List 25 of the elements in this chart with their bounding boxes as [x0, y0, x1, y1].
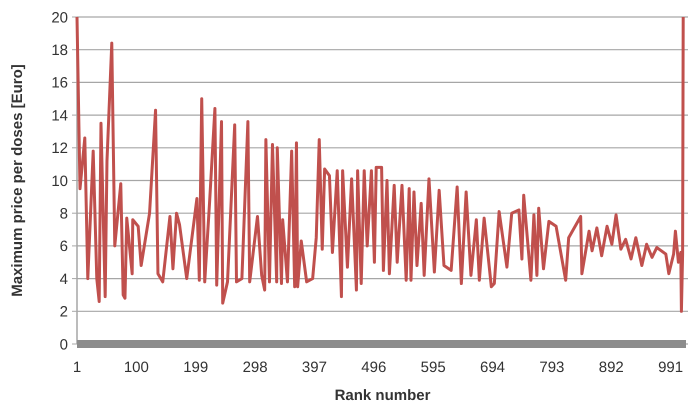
y-tick-label: 20: [51, 9, 68, 26]
y-axis-title: Maximum price per doses [Euro]: [9, 64, 26, 297]
y-tick-label: 0: [60, 336, 68, 354]
x-tick-label: 496: [361, 359, 386, 376]
x-axis-title: Rank number: [334, 387, 431, 404]
y-tick-label: 14: [51, 107, 68, 124]
x-tick-label: 892: [598, 359, 624, 376]
x-tick-label: 298: [242, 359, 268, 376]
y-tick-label: 12: [51, 140, 68, 158]
y-tick-label: 10: [51, 172, 68, 190]
x-tick-label: 199: [183, 359, 208, 376]
x-tick-label: 694: [480, 359, 506, 376]
x-tick-label: 595: [420, 359, 446, 376]
y-tick-label: 16: [51, 74, 68, 92]
y-tick-label: 4: [60, 270, 68, 288]
y-tick-label: 18: [51, 42, 68, 59]
y-tick-label: 8: [60, 205, 68, 222]
y-tick-label: 2: [60, 304, 68, 321]
x-tick-label: 793: [539, 359, 564, 376]
y-tick-label: 6: [60, 238, 68, 256]
x-tick-label: 100: [124, 359, 149, 376]
x-tick-label: 397: [302, 359, 327, 376]
x-tick-label: 1: [72, 359, 82, 376]
x-tick-label: 991: [658, 359, 684, 376]
line-series: [76, 16, 685, 313]
